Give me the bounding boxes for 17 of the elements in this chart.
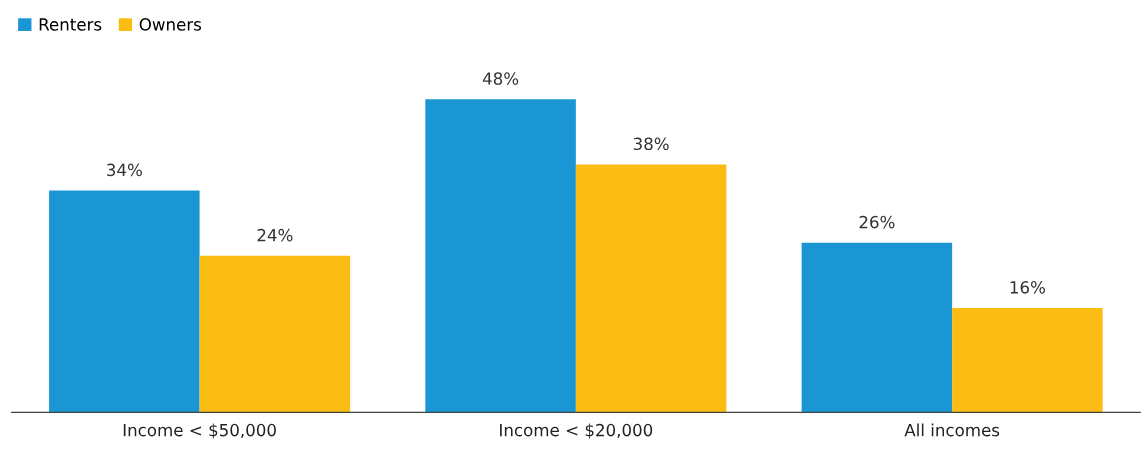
data-label: 26% [859,215,895,229]
data-label: 34% [107,163,142,177]
bar [49,190,200,413]
x-tick-label: Income < $20,000 [500,423,653,439]
data-label: 38% [633,137,669,151]
data-label: 48% [482,72,519,85]
bar [425,99,576,413]
bar [199,255,351,413]
bar [575,164,727,413]
x-tick-label: All incomes [904,423,1000,437]
legend-label: Renters [39,18,102,31]
legend-label: Owners [139,18,202,31]
bar [801,242,953,413]
x-tick-label: Income < $50,000 [123,423,276,439]
data-label: 24% [257,228,293,242]
data-label: 16% [1010,281,1045,294]
bar [952,307,1103,413]
